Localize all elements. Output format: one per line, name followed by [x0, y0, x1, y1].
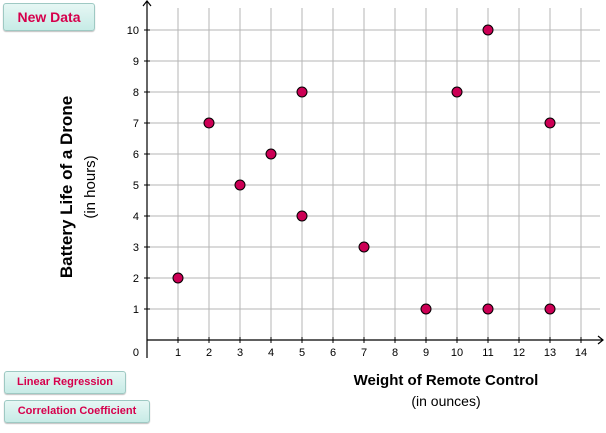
- data-point: [203, 117, 215, 129]
- x-axis-sublabel: (in ounces): [411, 393, 480, 409]
- data-point: [482, 24, 494, 36]
- data-point: [265, 148, 277, 160]
- axes: [142, 0, 604, 358]
- grid: [147, 8, 600, 340]
- x-tick-label: 11: [482, 347, 493, 359]
- x-tick-label: 9: [423, 347, 429, 359]
- y-axis-sublabel: (in hours): [82, 155, 99, 218]
- x-tick-label: 2: [206, 347, 212, 359]
- x-axis-label: Weight of Remote Control: [354, 372, 539, 389]
- y-tick-label: 4: [133, 211, 139, 223]
- new-data-button[interactable]: New Data: [3, 3, 95, 31]
- y-tick-label: 5: [133, 180, 139, 192]
- data-point: [420, 303, 432, 315]
- y-tick-label: 7: [133, 118, 139, 130]
- data-point: [451, 86, 463, 98]
- y-axis-arrow: [142, 0, 152, 7]
- x-tick-label: 7: [361, 347, 367, 359]
- x-tick-label: 3: [237, 347, 243, 359]
- x-tick-label: 14: [575, 347, 587, 359]
- y-tick-label: 3: [133, 242, 139, 254]
- x-tick-label: 13: [544, 347, 556, 359]
- x-axis-arrow: [597, 335, 604, 345]
- data-point: [544, 303, 556, 315]
- x-tick-label: 12: [513, 347, 525, 359]
- x-tick-label: 10: [451, 347, 463, 359]
- y-axis-label: Battery Life of a Drone: [57, 96, 76, 278]
- x-tick-label: 6: [330, 347, 336, 359]
- x-tick-label: 5: [299, 347, 305, 359]
- y-tick-label: 10: [127, 25, 139, 37]
- data-point: [544, 117, 556, 129]
- data-point: [234, 179, 246, 191]
- linear-regression-button[interactable]: Linear Regression: [4, 371, 126, 394]
- data-points: [172, 24, 556, 315]
- data-point: [358, 241, 370, 253]
- origin-label: 0: [133, 347, 139, 359]
- x-tick-label: 1: [175, 347, 181, 359]
- data-point: [172, 272, 184, 284]
- x-tick-label: 4: [268, 347, 274, 359]
- x-tick-label: 8: [392, 347, 398, 359]
- data-point: [296, 210, 308, 222]
- data-point: [296, 86, 308, 98]
- y-tick-label: 9: [133, 56, 139, 68]
- y-tick-label: 6: [133, 149, 139, 161]
- correlation-coefficient-button[interactable]: Correlation Coefficient: [4, 400, 150, 423]
- y-tick-label: 1: [133, 304, 139, 316]
- y-tick-label: 2: [133, 273, 139, 285]
- y-tick-label: 8: [133, 87, 139, 99]
- data-point: [482, 303, 494, 315]
